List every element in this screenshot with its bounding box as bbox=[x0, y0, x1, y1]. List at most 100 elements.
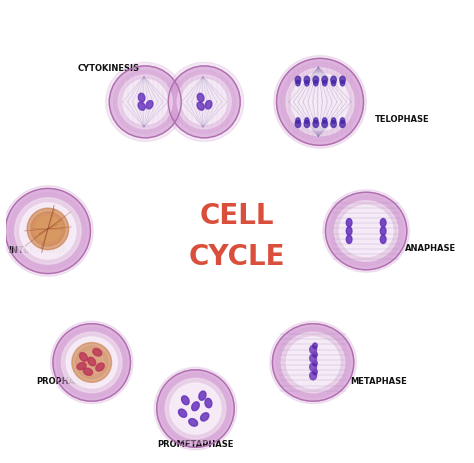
Ellipse shape bbox=[76, 347, 108, 379]
Ellipse shape bbox=[340, 77, 345, 84]
Ellipse shape bbox=[66, 337, 117, 388]
Text: PROPHASE: PROPHASE bbox=[36, 376, 87, 386]
Ellipse shape bbox=[282, 332, 345, 393]
Ellipse shape bbox=[57, 328, 127, 398]
Ellipse shape bbox=[138, 94, 145, 103]
Ellipse shape bbox=[35, 217, 61, 242]
Ellipse shape bbox=[305, 119, 309, 124]
Ellipse shape bbox=[331, 77, 337, 84]
Ellipse shape bbox=[157, 370, 234, 447]
Ellipse shape bbox=[322, 121, 328, 128]
Ellipse shape bbox=[380, 219, 386, 227]
Ellipse shape bbox=[323, 190, 410, 273]
Ellipse shape bbox=[168, 67, 240, 138]
Ellipse shape bbox=[346, 219, 352, 227]
Ellipse shape bbox=[15, 198, 81, 265]
Text: TELOPHASE: TELOPHASE bbox=[375, 114, 430, 123]
Ellipse shape bbox=[31, 213, 65, 246]
Ellipse shape bbox=[313, 352, 317, 357]
Ellipse shape bbox=[313, 361, 317, 366]
Ellipse shape bbox=[286, 337, 340, 388]
Ellipse shape bbox=[114, 71, 177, 134]
Ellipse shape bbox=[20, 204, 76, 259]
Ellipse shape bbox=[340, 121, 345, 128]
Ellipse shape bbox=[273, 324, 354, 401]
Ellipse shape bbox=[313, 343, 317, 349]
Ellipse shape bbox=[80, 350, 104, 375]
Ellipse shape bbox=[205, 101, 212, 110]
Ellipse shape bbox=[292, 74, 349, 131]
Ellipse shape bbox=[146, 101, 153, 110]
Ellipse shape bbox=[201, 413, 209, 421]
Ellipse shape bbox=[340, 119, 345, 124]
Ellipse shape bbox=[53, 324, 130, 401]
Ellipse shape bbox=[191, 402, 199, 411]
Ellipse shape bbox=[270, 321, 356, 404]
Text: CELL: CELL bbox=[200, 201, 274, 229]
Ellipse shape bbox=[295, 77, 301, 84]
Ellipse shape bbox=[170, 383, 221, 434]
Ellipse shape bbox=[314, 81, 318, 87]
Ellipse shape bbox=[165, 378, 226, 439]
Ellipse shape bbox=[118, 76, 172, 130]
Ellipse shape bbox=[305, 81, 309, 87]
Ellipse shape bbox=[199, 391, 206, 400]
Ellipse shape bbox=[109, 67, 181, 138]
Ellipse shape bbox=[182, 80, 227, 125]
Text: METAPHASE: METAPHASE bbox=[350, 376, 407, 386]
Ellipse shape bbox=[123, 80, 168, 125]
Ellipse shape bbox=[154, 368, 237, 450]
Ellipse shape bbox=[331, 121, 337, 128]
Text: INTERPHASE: INTERPHASE bbox=[9, 245, 68, 254]
Ellipse shape bbox=[313, 121, 319, 128]
Ellipse shape bbox=[295, 121, 301, 128]
Ellipse shape bbox=[62, 332, 122, 393]
Ellipse shape bbox=[304, 121, 310, 128]
Text: CYCLE: CYCLE bbox=[189, 243, 285, 271]
Ellipse shape bbox=[138, 103, 145, 111]
Ellipse shape bbox=[177, 76, 231, 130]
Ellipse shape bbox=[77, 363, 86, 370]
Text: ANAPHASE: ANAPHASE bbox=[405, 243, 456, 252]
Ellipse shape bbox=[27, 209, 69, 250]
Ellipse shape bbox=[323, 81, 327, 87]
Ellipse shape bbox=[326, 193, 407, 270]
Ellipse shape bbox=[164, 63, 244, 142]
Ellipse shape bbox=[205, 399, 212, 408]
Ellipse shape bbox=[83, 368, 92, 375]
Ellipse shape bbox=[281, 63, 359, 142]
Ellipse shape bbox=[323, 119, 327, 124]
Ellipse shape bbox=[189, 419, 198, 426]
Ellipse shape bbox=[197, 103, 204, 111]
Ellipse shape bbox=[88, 357, 96, 366]
Ellipse shape bbox=[173, 71, 236, 134]
Ellipse shape bbox=[296, 81, 300, 87]
Ellipse shape bbox=[310, 363, 317, 371]
Ellipse shape bbox=[161, 374, 230, 444]
Ellipse shape bbox=[93, 349, 102, 357]
Ellipse shape bbox=[331, 81, 336, 87]
Ellipse shape bbox=[331, 119, 336, 124]
Ellipse shape bbox=[197, 94, 204, 102]
Ellipse shape bbox=[9, 193, 86, 270]
Ellipse shape bbox=[339, 206, 393, 257]
Ellipse shape bbox=[3, 186, 93, 277]
Ellipse shape bbox=[276, 328, 350, 398]
Ellipse shape bbox=[5, 189, 91, 274]
Ellipse shape bbox=[96, 363, 104, 371]
Ellipse shape bbox=[286, 69, 354, 137]
Ellipse shape bbox=[380, 227, 386, 236]
Ellipse shape bbox=[314, 119, 318, 124]
Ellipse shape bbox=[276, 59, 364, 146]
Ellipse shape bbox=[329, 197, 403, 266]
Ellipse shape bbox=[322, 77, 328, 84]
Ellipse shape bbox=[178, 409, 187, 418]
Ellipse shape bbox=[346, 236, 352, 244]
Ellipse shape bbox=[310, 346, 317, 354]
Text: CYTOKINESIS: CYTOKINESIS bbox=[78, 63, 140, 73]
Ellipse shape bbox=[182, 396, 189, 405]
Ellipse shape bbox=[80, 353, 87, 362]
Ellipse shape bbox=[296, 119, 300, 124]
Ellipse shape bbox=[51, 321, 133, 404]
Ellipse shape bbox=[313, 369, 317, 375]
